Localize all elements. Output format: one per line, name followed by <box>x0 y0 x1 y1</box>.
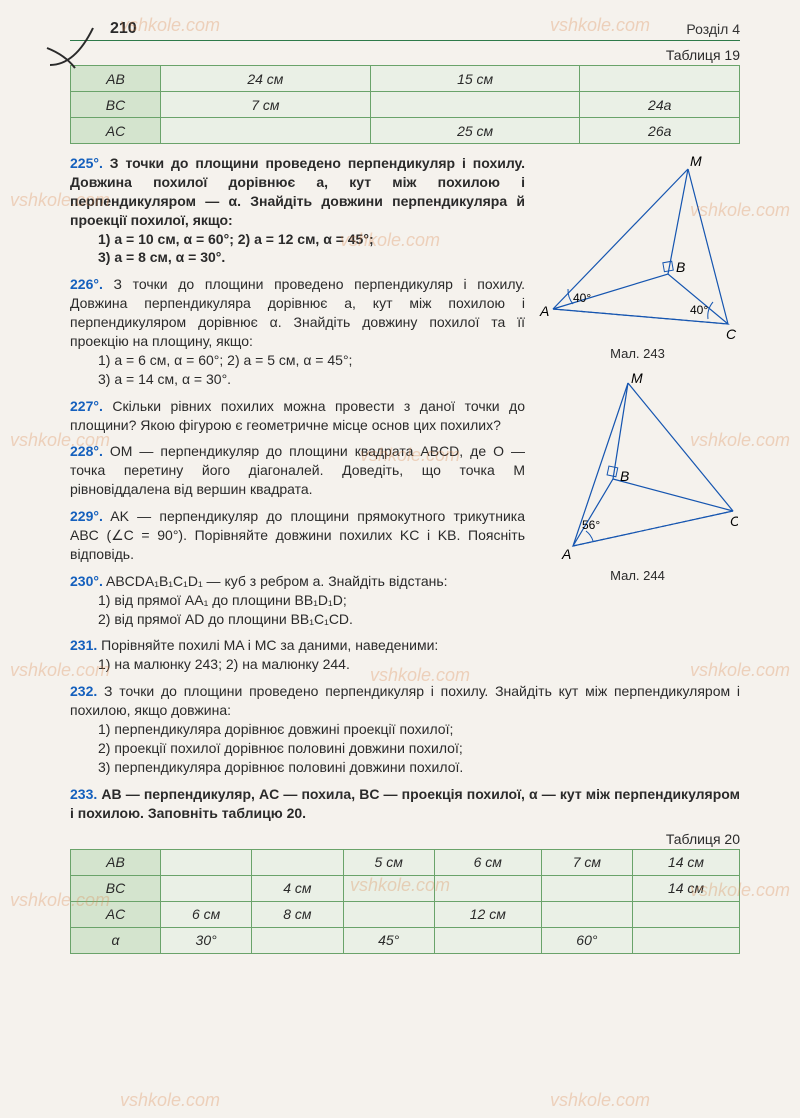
table-cell <box>370 92 580 118</box>
figure-243-caption: Мал. 243 <box>535 346 740 361</box>
table-cell: 15 см <box>370 66 580 92</box>
section-label: Розділ 4 <box>686 21 740 37</box>
table-cell <box>541 875 632 901</box>
table-cell <box>343 901 434 927</box>
problem-232: 232. З точки до площини проведено перпен… <box>70 682 740 776</box>
table-cell <box>161 118 371 144</box>
table-cell: 6 см <box>434 849 541 875</box>
table-20: AB5 см6 см7 см14 смBC4 см14 смAC6 см8 см… <box>70 849 740 954</box>
table-cell <box>343 875 434 901</box>
svg-text:40°: 40° <box>573 291 591 305</box>
table-cell: AC <box>71 901 161 927</box>
table-cell: 60° <box>541 927 632 953</box>
svg-text:A: A <box>561 546 571 562</box>
watermark: vshkole.com <box>120 1090 220 1111</box>
svg-text:A: A <box>539 303 549 319</box>
svg-text:M: M <box>690 154 702 169</box>
svg-text:40°: 40° <box>690 303 708 317</box>
table-cell <box>580 66 740 92</box>
problem-229: 229°. AK — перпендикуляр до площини прям… <box>70 507 525 564</box>
table-cell: 5 см <box>343 849 434 875</box>
table-cell: AC <box>71 118 161 144</box>
table-cell: 12 см <box>434 901 541 927</box>
problem-233: 233. AB — перпендикуляр, AC — похила, BC… <box>70 785 740 823</box>
table-cell: 4 см <box>252 875 343 901</box>
problem-228: 228°. OM — перпендикуляр до площини квад… <box>70 442 525 499</box>
table-cell: 8 см <box>252 901 343 927</box>
table-cell: BC <box>71 875 161 901</box>
table-cell: 24 см <box>161 66 371 92</box>
watermark: vshkole.com <box>550 1090 650 1111</box>
table-cell <box>434 927 541 953</box>
page-number: 210 <box>110 20 137 38</box>
table-cell: 24a <box>580 92 740 118</box>
table-cell: 30° <box>161 927 252 953</box>
problem-225: 225°. З точки до площини проведено перпе… <box>70 154 525 267</box>
table-19: AB24 см15 смBC7 см24aAC25 см26a <box>70 65 740 144</box>
table-cell: 45° <box>343 927 434 953</box>
table-cell <box>633 927 740 953</box>
page-header: 210 Розділ 4 <box>70 20 740 41</box>
table-cell <box>252 849 343 875</box>
problem-226: 226°. З точки до площини проведено перпе… <box>70 275 525 388</box>
table-cell: 25 см <box>370 118 580 144</box>
table20-label: Таблиця 20 <box>70 831 740 847</box>
figure-244: M A B C 56° <box>538 371 738 566</box>
table-cell <box>252 927 343 953</box>
table-cell <box>541 901 632 927</box>
corner-decoration <box>45 20 95 70</box>
svg-text:B: B <box>676 259 685 275</box>
svg-text:B: B <box>620 468 629 484</box>
table19-label: Таблиця 19 <box>70 47 740 63</box>
problem-230: 230°. ABCDA₁B₁C₁D₁ — куб з ребром a. Зна… <box>70 572 525 629</box>
svg-text:C: C <box>730 513 738 529</box>
table-cell <box>161 849 252 875</box>
problem-227: 227°. Скільки рівних похилих можна прове… <box>70 397 525 435</box>
svg-text:56°: 56° <box>582 518 600 532</box>
svg-text:M: M <box>631 371 643 386</box>
table-cell: BC <box>71 92 161 118</box>
table-cell <box>161 875 252 901</box>
table-cell: AB <box>71 849 161 875</box>
svg-text:C: C <box>726 326 737 342</box>
figure-244-caption: Мал. 244 <box>535 568 740 583</box>
table-cell: 26a <box>580 118 740 144</box>
table-cell: 7 см <box>161 92 371 118</box>
table-cell: 6 см <box>161 901 252 927</box>
table-cell <box>633 901 740 927</box>
table-cell: 14 см <box>633 875 740 901</box>
problem-231: 231. Порівняйте похилі MA і MC за даними… <box>70 636 525 674</box>
table-cell: 7 см <box>541 849 632 875</box>
figure-243: M A B C 40° 40° <box>538 154 738 344</box>
table-cell: α <box>71 927 161 953</box>
table-cell <box>434 875 541 901</box>
table-cell: 14 см <box>633 849 740 875</box>
